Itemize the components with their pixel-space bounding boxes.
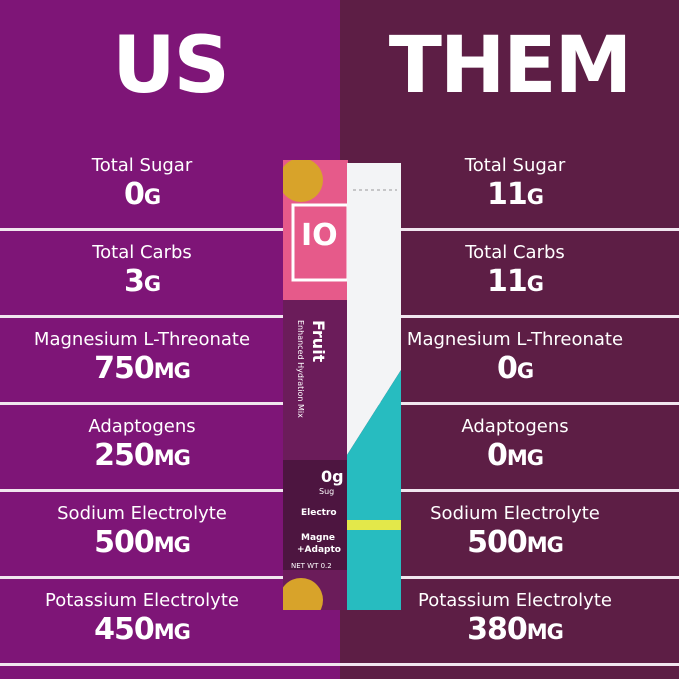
- nutrient-label: Magnesium L-Threonate: [406, 329, 624, 350]
- nutrient-value: 500MG: [467, 525, 564, 560]
- svg-text:Fruit: Fruit: [309, 320, 328, 363]
- us-row: Total Carbs 3G: [0, 242, 284, 302]
- them-row: Total Sugar 11G: [390, 155, 640, 215]
- nutrient-value: 380MG: [467, 612, 564, 647]
- nutrient-value: 750MG: [94, 351, 191, 386]
- nutrient-value: 11G: [487, 264, 544, 299]
- unit: G: [526, 185, 544, 209]
- nutrient-value: 450MG: [94, 612, 191, 647]
- unit: G: [516, 359, 534, 383]
- nutrient-value: 0G: [123, 177, 161, 212]
- them-row: Adaptogens 0MG: [390, 416, 640, 476]
- svg-text:+Adapto: +Adapto: [297, 545, 341, 555]
- them-row: Magnesium L-Threonate 0G: [390, 329, 640, 389]
- nutrient-value: 0G: [496, 351, 534, 386]
- them-row: Sodium Electrolyte 500MG: [390, 503, 640, 563]
- nutrient-label: Potassium Electrolyte: [45, 590, 239, 611]
- unit: MG: [153, 533, 191, 557]
- svg-text:Enhanced Hydration Mix: Enhanced Hydration Mix: [296, 320, 305, 418]
- passion-fruit-icon: [283, 160, 323, 202]
- unit: G: [526, 272, 544, 296]
- svg-text:NET WT 0.2: NET WT 0.2: [291, 562, 332, 570]
- unit: MG: [153, 359, 191, 383]
- nutrient-value: 0MG: [486, 438, 544, 473]
- unit: MG: [526, 620, 564, 644]
- unit: G: [143, 185, 161, 209]
- divider: [0, 663, 679, 666]
- us-row: Adaptogens 250MG: [0, 416, 284, 476]
- svg-text:Sug: Sug: [319, 487, 334, 496]
- unit: MG: [153, 620, 191, 644]
- unit: MG: [153, 446, 191, 470]
- nutrient-label: Total Carbs: [92, 242, 192, 263]
- svg-text:0g: 0g: [321, 467, 344, 486]
- svg-text:Electro: Electro: [301, 508, 337, 518]
- passion-fruit-icon: [283, 578, 323, 610]
- us-row: Magnesium L-Threonate 750MG: [0, 329, 284, 389]
- them-row: Potassium Electrolyte 380MG: [390, 590, 640, 650]
- nutrient-value: 500MG: [94, 525, 191, 560]
- us-title: US: [112, 21, 230, 111]
- unit: MG: [506, 446, 544, 470]
- us-row: Total Sugar 0G: [0, 155, 284, 215]
- nutrient-label: Sodium Electrolyte: [430, 503, 600, 524]
- svg-text:Magne: Magne: [301, 533, 335, 543]
- nutrient-value: 250MG: [94, 438, 191, 473]
- nutrient-label: Sodium Electrolyte: [57, 503, 227, 524]
- nutrient-label: Magnesium L-Threonate: [33, 329, 251, 350]
- product-packet-image: IO MI Fruit Enhanced Hydration Mix 0g Su…: [283, 160, 401, 610]
- nutrient-value: 3G: [123, 264, 161, 299]
- us-row: Potassium Electrolyte 450MG: [0, 590, 284, 650]
- nutrient-label: Adaptogens: [88, 416, 196, 437]
- nutrient-label: Adaptogens: [461, 416, 569, 437]
- nutrient-value: 11G: [487, 177, 544, 212]
- us-row: Sodium Electrolyte 500MG: [0, 503, 284, 563]
- them-title: THEM: [388, 21, 632, 111]
- nutrient-label: Total Sugar: [464, 155, 566, 176]
- unit: G: [143, 272, 161, 296]
- nutrient-label: Total Carbs: [465, 242, 565, 263]
- unit: MG: [526, 533, 564, 557]
- nutrient-label: Potassium Electrolyte: [418, 590, 612, 611]
- them-row: Total Carbs 11G: [390, 242, 640, 302]
- nutrient-label: Total Sugar: [91, 155, 193, 176]
